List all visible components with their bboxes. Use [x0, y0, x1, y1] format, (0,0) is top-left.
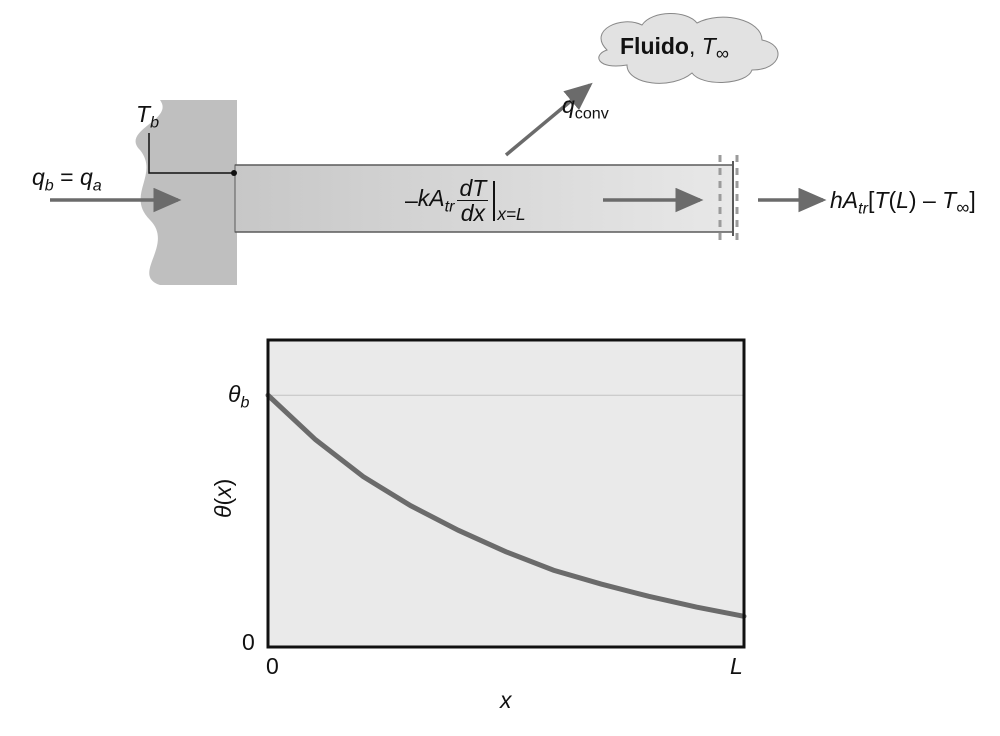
chart-ylabel-theta-of-x: θ(x)	[210, 478, 237, 517]
label-fluid-cloud: Fluido, T∞	[620, 33, 729, 65]
label-T-base: Tb	[136, 101, 159, 133]
label-conduction-term: –kAtrdTdxx=L	[405, 177, 526, 225]
label-q-base-equals-q-a: qb = qa	[32, 164, 102, 196]
chart-xtick-L: L	[730, 653, 743, 680]
chart-ylabel-theta-b: θb	[228, 381, 249, 413]
label-q-conv: qconv	[562, 92, 609, 124]
chart-xlabel: x	[500, 687, 512, 714]
chart-xtick-zero: 0	[266, 653, 279, 680]
label-tip-convection-bc: hAtr[T(L) – T∞]	[830, 187, 976, 219]
chart-ytick-zero: 0	[242, 629, 255, 656]
